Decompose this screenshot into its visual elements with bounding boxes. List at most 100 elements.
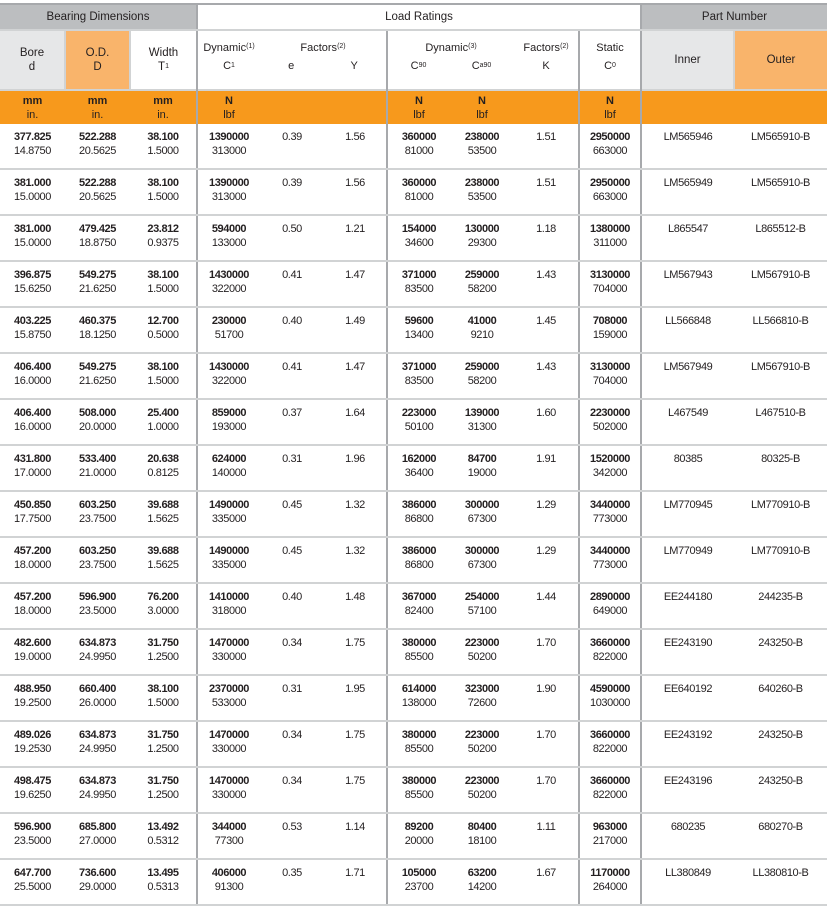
ca90-imperial: 72600 [467, 697, 497, 709]
table-row: 406.400 16.0000 508.000 20.0000 25.400 1.0000… [0, 399, 827, 446]
cell-outer: LM567910-B [734, 261, 827, 308]
cell-outer: L467510-B [734, 399, 827, 446]
cell-e: 0.31 [260, 445, 324, 492]
cell-inner: 680235 [640, 813, 734, 860]
static-header: Static C0 [578, 30, 641, 90]
width-metric: 31.750 [147, 775, 179, 787]
c1-imperial: 533000 [211, 697, 247, 709]
c1-imperial: 313000 [211, 191, 247, 203]
cell-c0: 3440000 773000 [578, 537, 641, 584]
bore-imperial: 17.0000 [14, 467, 51, 479]
cell-c90: 614000 138000 [386, 675, 450, 722]
cell-ca90: 300000 67300 [450, 537, 514, 584]
cell-y: 1.21 [324, 215, 387, 262]
cell-bore: 381.000 15.0000 [0, 169, 65, 216]
bore-imperial: 15.6250 [14, 283, 51, 295]
cell-od: 634.873 24.9950 [65, 629, 130, 676]
width-metric: 25.400 [147, 407, 179, 419]
cell-c1: 624000 140000 [196, 445, 260, 492]
cell-c90: 360000 81000 [386, 124, 450, 170]
y-value: 1.56 [345, 177, 365, 189]
width-metric: 13.492 [147, 821, 179, 833]
c0-metric: 3130000 [589, 269, 631, 281]
cell-e: 0.31 [260, 675, 324, 722]
y-value: 1.47 [345, 361, 365, 373]
cell-outer: 243250-B [734, 629, 827, 676]
cell-c1: 1490000 335000 [196, 537, 260, 584]
ca90-metric: 84700 [467, 453, 497, 465]
od-imperial: 18.8750 [79, 237, 116, 249]
c1-imperial: 330000 [211, 743, 247, 755]
cell-width: 38.100 1.5000 [130, 261, 197, 308]
cell-k: 1.70 [514, 767, 579, 814]
bearing-table: Bearing Dimensions Load Ratings Part Num… [0, 3, 827, 906]
od-imperial: 24.9950 [79, 743, 116, 755]
c0-imperial: 773000 [592, 559, 628, 571]
e-value: 0.39 [282, 131, 302, 143]
od-metric: 479.425 [79, 223, 116, 235]
cell-c1: 1470000 330000 [196, 721, 260, 768]
cell-bore: 396.875 15.6250 [0, 261, 65, 308]
ca90-metric: 223000 [464, 637, 500, 649]
c90-imperial: 20000 [404, 835, 434, 847]
cell-inner: LM770949 [640, 537, 734, 584]
cell-width: 38.100 1.5000 [130, 353, 197, 400]
cell-ca90: 41000 9210 [450, 307, 514, 354]
od-metric: 522.288 [79, 177, 116, 189]
cell-ca90: 84700 19000 [450, 445, 514, 492]
y-value: 1.75 [345, 637, 365, 649]
od-metric: 660.400 [79, 683, 116, 695]
inner-value: EE243190 [663, 637, 713, 649]
cell-od: 603.250 23.7500 [65, 491, 130, 538]
load-ratings-header: Load Ratings [196, 3, 642, 31]
ca90-imperial: 53500 [467, 191, 497, 203]
cell-e: 0.50 [260, 215, 324, 262]
cell-y: 1.32 [324, 537, 387, 584]
cell-inner: EE243192 [640, 721, 734, 768]
cell-c0: 2950000 663000 [578, 169, 641, 216]
ca90-imperial: 18100 [467, 835, 497, 847]
e-value: 0.37 [282, 407, 302, 419]
ca90-imperial: 67300 [467, 513, 497, 525]
ca90-metric: 223000 [464, 729, 500, 741]
cell-c0: 2230000 502000 [578, 399, 641, 446]
c0-imperial: 773000 [592, 513, 628, 525]
y-value: 1.14 [345, 821, 365, 833]
k-value: 1.29 [536, 545, 556, 557]
bore-metric: 431.800 [14, 453, 51, 465]
table-row: 431.800 17.0000 533.400 21.0000 20.638 0.8125… [0, 445, 827, 492]
c0-metric: 2890000 [589, 591, 631, 603]
c90-metric: 386000 [401, 499, 437, 511]
cell-outer: LM565910-B [734, 124, 827, 170]
od-metric: 460.375 [79, 315, 116, 327]
c1-metric: 1430000 [208, 269, 250, 281]
od-imperial: 21.0000 [79, 467, 116, 479]
c0-metric: 3660000 [589, 637, 631, 649]
cell-ca90: 238000 53500 [450, 169, 514, 216]
k-value: 1.51 [536, 177, 556, 189]
cell-ca90: 223000 50200 [450, 721, 514, 768]
width-metric: 38.100 [147, 683, 179, 695]
c90-metric: 380000 [401, 637, 437, 649]
inner-value: LL566848 [665, 315, 711, 327]
cell-inner: EE640192 [640, 675, 734, 722]
c1-metric: 1430000 [208, 361, 250, 373]
c0-metric: 2950000 [589, 131, 631, 143]
cell-od: 596.900 23.5000 [65, 583, 130, 630]
c0-metric: 1380000 [589, 223, 631, 235]
y-value: 1.32 [345, 545, 365, 557]
bore-imperial: 25.5000 [14, 881, 51, 893]
cell-e: 0.34 [260, 629, 324, 676]
c1-imperial: 322000 [211, 283, 247, 295]
cell-inner: EE243196 [640, 767, 734, 814]
cell-width: 38.100 1.5000 [130, 124, 197, 170]
width-imperial: 1.5000 [147, 191, 179, 203]
ca90-imperial: 50200 [467, 743, 497, 755]
outer-value: 244235-B [758, 591, 803, 603]
table-row: 489.026 19.2530 634.873 24.9950 31.750 1.2500… [0, 721, 827, 768]
cell-od: 660.400 26.0000 [65, 675, 130, 722]
cell-k: 1.29 [514, 537, 579, 584]
ca90-imperial: 14200 [467, 881, 497, 893]
cell-od: 634.873 24.9950 [65, 721, 130, 768]
cell-k: 1.43 [514, 261, 579, 308]
